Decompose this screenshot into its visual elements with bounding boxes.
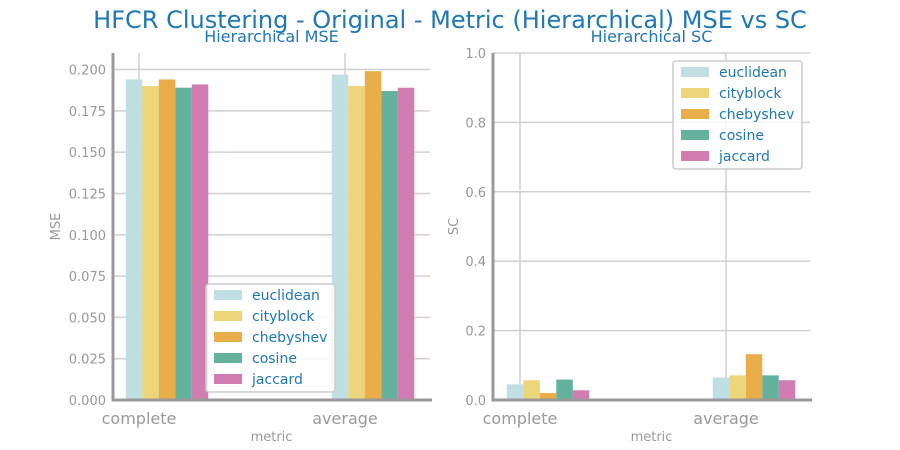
mse-bar-jaccard-complete (191, 84, 209, 401)
sc-bar-cosine-average (762, 375, 779, 400)
mse-bar-cosine-complete (175, 87, 192, 400)
sc-legend-label-euclidean: euclidean (719, 65, 787, 81)
sc-ytick-label: 0.8 (465, 116, 486, 131)
sc-ytick-label: 0.6 (465, 186, 486, 201)
sc-legend-swatch-cityblock (681, 88, 709, 98)
sc-xtick-label: average (693, 409, 759, 428)
mse-legend-label-chebyshev: chebyshev (252, 330, 327, 346)
sc-xtick-label: complete (483, 409, 558, 428)
sc-bar-euclidean-average (712, 377, 730, 400)
mse-ytick-label: 0.100 (69, 229, 106, 244)
mse-legend-label-euclidean: euclidean (252, 288, 320, 304)
sc-legend: euclidean cityblock chebyshev cosine jaccard (672, 60, 803, 170)
mse-legend-label-jaccard: jaccard (251, 372, 303, 388)
mse-bar-jaccard-average (397, 87, 415, 400)
sc-subtitle: Hierarchical SC (591, 27, 713, 46)
mse-ytick-label: 0.125 (69, 187, 106, 202)
sc-bar-jaccard-average (778, 380, 796, 400)
mse-ytick-label: 0.150 (69, 146, 106, 161)
sc-legend-label-cosine: cosine (719, 128, 764, 144)
mse-bar-cityblock-complete (142, 86, 159, 401)
mse-subtitle: Hierarchical MSE (204, 27, 339, 46)
sc-bar-chebyshev-complete (539, 393, 557, 400)
sc-bar-cityblock-complete (523, 380, 540, 400)
sc-bar-cosine-complete (556, 379, 573, 400)
mse-ytick-label: 0.000 (69, 394, 106, 409)
mse-bar-euclidean-average (331, 74, 349, 400)
sc-legend-swatch-chebyshev (681, 109, 709, 119)
sc-legend-label-chebyshev: chebyshev (719, 107, 794, 123)
sc-bar-euclidean-complete (506, 384, 524, 400)
mse-legend-swatch-cityblock (214, 311, 242, 321)
mse-xtick-label: complete (102, 409, 177, 428)
sc-xlabel: metric (631, 430, 673, 445)
mse-bar-chebyshev-complete (158, 79, 176, 400)
mse-bar-chebyshev-average (364, 71, 382, 400)
sc-legend-swatch-cosine (681, 130, 709, 140)
sc-panel: Hierarchical SC 0.0 0.2 0.4 0.6 0.8 1.0 complet… (447, 27, 812, 445)
mse-bar-euclidean-complete (125, 79, 143, 400)
mse-ytick-label: 0.025 (69, 353, 106, 368)
sc-legend-swatch-jaccard (681, 151, 709, 161)
mse-bar-cosine-average (381, 91, 398, 400)
mse-bar-cityblock-average (348, 86, 365, 401)
mse-legend-label-cityblock: cityblock (252, 309, 315, 325)
mse-ytick-label: 0.200 (69, 64, 106, 79)
sc-ylabel: SC (447, 218, 462, 235)
sc-bar-jaccard-complete (572, 390, 590, 400)
sc-legend-swatch-euclidean (681, 67, 709, 77)
mse-panel: Hierarchical MSE 0.000 0.025 0.050 0.075 0.10… (49, 27, 432, 445)
sc-legend-label-jaccard: jaccard (718, 149, 770, 165)
mse-ytick-label: 0.050 (69, 311, 106, 326)
sc-ytick-label: 0.4 (465, 255, 486, 270)
sc-ytick-label: 0.0 (465, 394, 486, 409)
sc-bar-chebyshev-average (745, 354, 763, 400)
mse-xtick-label: average (312, 409, 378, 428)
chart-title: HFCR Clustering - Original - Metric (Hie… (93, 6, 807, 34)
mse-legend-swatch-jaccard (214, 374, 242, 384)
sc-bar-cityblock-average (729, 375, 746, 400)
mse-xlabel: metric (251, 430, 293, 445)
mse-ylabel: MSE (49, 213, 64, 241)
mse-ytick-label: 0.075 (69, 270, 106, 285)
mse-legend-swatch-chebyshev (214, 332, 242, 342)
sc-ytick-label: 0.2 (465, 325, 486, 340)
mse-ytick-label: 0.175 (69, 105, 106, 120)
mse-legend-swatch-euclidean (214, 290, 242, 300)
mse-legend-label-cosine: cosine (252, 351, 297, 367)
sc-ytick-label: 1.0 (465, 47, 486, 62)
mse-legend: euclidean cityblock chebyshev cosine jaccard (205, 283, 336, 393)
sc-legend-label-cityblock: cityblock (719, 86, 782, 102)
mse-legend-swatch-cosine (214, 353, 242, 363)
